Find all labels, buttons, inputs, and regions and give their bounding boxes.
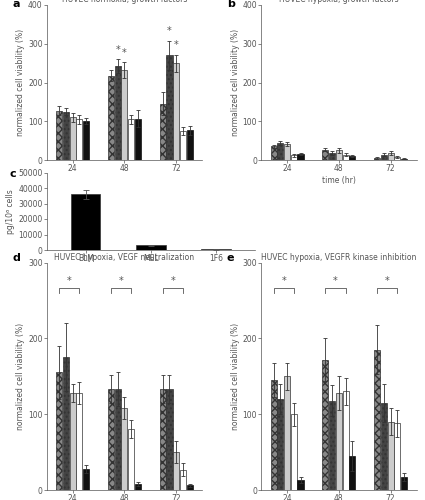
- Bar: [381, 154, 387, 160]
- Bar: [128, 430, 134, 490]
- Bar: [173, 63, 179, 160]
- Bar: [70, 118, 76, 160]
- Y-axis label: normalized cell viability (%): normalized cell viability (%): [231, 322, 240, 430]
- Bar: [291, 156, 297, 160]
- Text: e: e: [227, 254, 235, 264]
- Bar: [167, 56, 173, 160]
- Bar: [108, 76, 114, 160]
- Y-axis label: pg/10⁶ cells: pg/10⁶ cells: [6, 189, 15, 234]
- Bar: [336, 150, 342, 160]
- Bar: [187, 130, 193, 160]
- Bar: [394, 157, 400, 160]
- Bar: [160, 104, 166, 160]
- Bar: [277, 142, 283, 160]
- Bar: [322, 360, 329, 490]
- X-axis label: time (hr): time (hr): [322, 176, 356, 185]
- Bar: [63, 358, 69, 490]
- Bar: [83, 469, 89, 490]
- Bar: [394, 424, 400, 490]
- Bar: [122, 408, 127, 490]
- Text: *: *: [115, 44, 120, 54]
- Bar: [329, 153, 335, 160]
- Bar: [343, 392, 348, 490]
- Bar: [76, 393, 82, 490]
- Bar: [349, 156, 355, 160]
- Text: *: *: [122, 48, 127, 58]
- Bar: [271, 146, 277, 160]
- Title: HUVEC hypoxia, VEGFR kinase inhibition: HUVEC hypoxia, VEGFR kinase inhibition: [261, 252, 416, 262]
- Bar: [115, 66, 121, 160]
- X-axis label: time (hr): time (hr): [108, 176, 142, 185]
- Y-axis label: normalized cell viability (%): normalized cell viability (%): [231, 29, 240, 136]
- Bar: [83, 121, 89, 160]
- Title: HUVEC hypoxia, growth factors: HUVEC hypoxia, growth factors: [279, 0, 399, 4]
- Bar: [167, 389, 173, 490]
- Bar: [56, 111, 62, 160]
- Text: c: c: [9, 170, 16, 179]
- Bar: [135, 118, 141, 160]
- Bar: [173, 452, 179, 490]
- Bar: [291, 414, 297, 490]
- Bar: [135, 484, 141, 490]
- Bar: [381, 403, 387, 490]
- Bar: [70, 393, 76, 490]
- Bar: [160, 389, 166, 490]
- Bar: [122, 70, 127, 160]
- Text: *: *: [119, 276, 123, 286]
- Bar: [180, 131, 186, 160]
- Bar: [388, 154, 394, 160]
- Bar: [56, 372, 62, 490]
- Bar: [271, 380, 277, 490]
- Text: *: *: [167, 26, 172, 36]
- Y-axis label: normalized cell viability (%): normalized cell viability (%): [16, 322, 25, 430]
- Bar: [201, 249, 231, 250]
- Bar: [284, 376, 290, 490]
- Bar: [388, 422, 394, 490]
- Text: d: d: [13, 254, 20, 264]
- Bar: [284, 144, 290, 160]
- Bar: [343, 154, 348, 160]
- Bar: [401, 159, 407, 160]
- Text: *: *: [174, 40, 178, 50]
- Bar: [277, 399, 283, 490]
- Bar: [71, 194, 100, 250]
- Bar: [180, 470, 186, 490]
- Bar: [349, 456, 355, 490]
- Text: *: *: [67, 276, 72, 286]
- Title: HUVEC hypoxia, VEGF neutralization: HUVEC hypoxia, VEGF neutralization: [54, 252, 195, 262]
- Text: *: *: [385, 276, 390, 286]
- Text: a: a: [13, 0, 20, 9]
- Text: *: *: [170, 276, 175, 286]
- Bar: [128, 120, 134, 160]
- Bar: [401, 477, 407, 490]
- Bar: [108, 389, 114, 490]
- Bar: [322, 150, 329, 160]
- Y-axis label: normalized cell viability (%): normalized cell viability (%): [16, 29, 25, 136]
- Text: *: *: [281, 276, 286, 286]
- Bar: [329, 400, 335, 490]
- Title: HUVEC normoxia, growth factors: HUVEC normoxia, growth factors: [62, 0, 187, 4]
- Bar: [136, 246, 165, 250]
- Bar: [374, 158, 380, 160]
- Bar: [298, 154, 303, 160]
- Bar: [187, 486, 193, 490]
- Bar: [336, 393, 342, 490]
- Bar: [374, 350, 380, 490]
- Text: *: *: [333, 276, 338, 286]
- Text: b: b: [227, 0, 235, 9]
- Bar: [298, 480, 303, 490]
- Bar: [76, 120, 82, 160]
- Bar: [63, 112, 69, 160]
- Bar: [115, 389, 121, 490]
